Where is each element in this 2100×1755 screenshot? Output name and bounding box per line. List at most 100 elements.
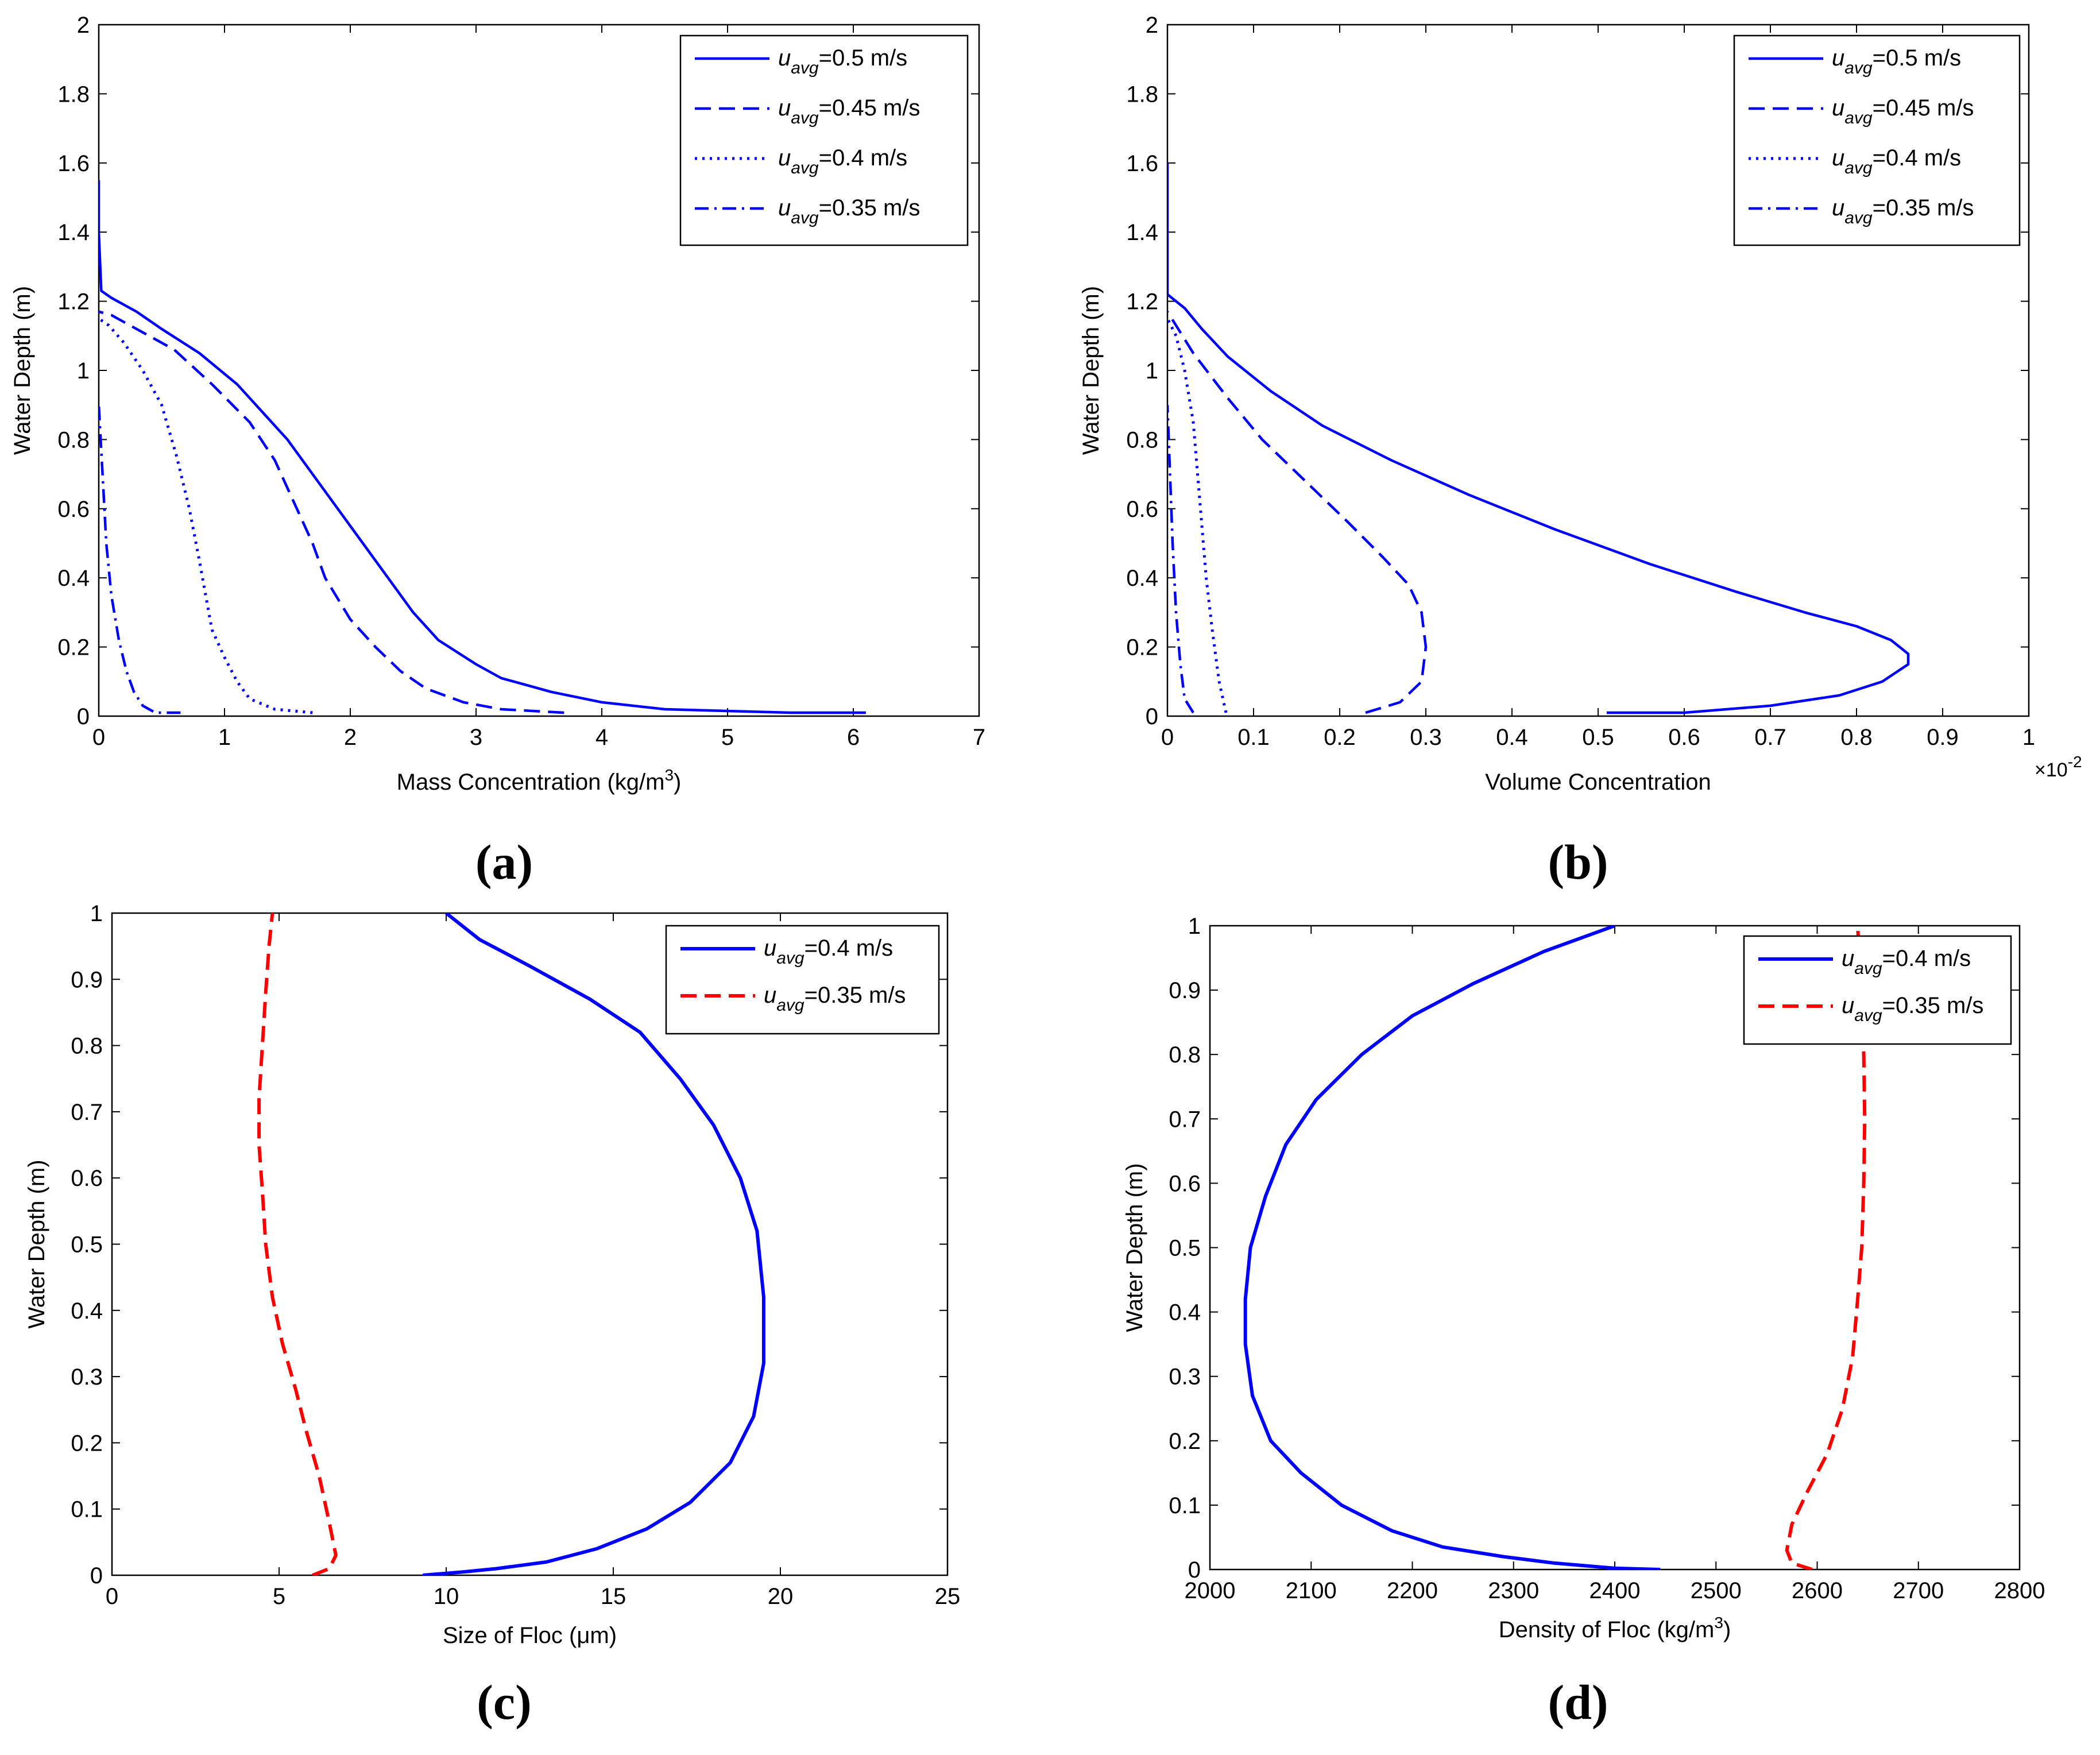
x-tick-label: 1 <box>218 725 231 750</box>
legend-entry-0: uavg=0.4 m/s <box>1842 946 1971 978</box>
legend-sub: avg <box>791 208 819 227</box>
x-axis-label-mu: μ <box>577 1623 590 1648</box>
legend-u: u <box>1832 95 1844 121</box>
y-tick-label: 0.1 <box>1169 1493 1201 1518</box>
y-axis-label: Water Depth (m) <box>10 286 35 455</box>
y-tick-label: 0.9 <box>1169 978 1201 1003</box>
y-tick-label: 0.7 <box>71 1100 103 1125</box>
chart-panel-c: 0 5 10 15 20 25 0 0.1 0.2 0.3 0.4 0.5 0.6 0.7 0.8 0.9 1 S… <box>24 901 960 1730</box>
legend-sub: avg <box>791 109 819 127</box>
y-tick-label: 0.2 <box>57 635 90 660</box>
legend-entry-3: uavg=0.35 m/s <box>1832 195 1974 227</box>
panel-label: (c) <box>477 1675 531 1730</box>
y-tick-label: 0.8 <box>57 427 90 453</box>
x-tick-label: 0.5 <box>1582 725 1614 750</box>
legend-tail: =0.4 m/s <box>1873 145 1962 171</box>
y-tick-label: 0.7 <box>1169 1107 1201 1132</box>
x-tick-label: 0.1 <box>1237 725 1270 750</box>
y-tick-label: 1 <box>90 901 103 926</box>
x-axis-label-tail: m) <box>590 1623 617 1648</box>
x-axis-label-text: Volume Concentration <box>1485 770 1711 795</box>
legend-entry-2: uavg=0.4 m/s <box>778 145 907 177</box>
y-tick-label: 0.2 <box>71 1431 103 1456</box>
legend-entry-1: uavg=0.45 m/s <box>778 95 920 127</box>
y-tick-label: 0.1 <box>71 1497 103 1522</box>
x-axis-label: Size of Floc (μm) <box>443 1623 617 1648</box>
y-tick-label: 0.6 <box>1126 497 1158 522</box>
x-tick-label: 0 <box>92 725 105 750</box>
x-tick-label: 10 <box>434 1584 459 1609</box>
legend-u: u <box>1842 993 1854 1018</box>
x-axis-exponent: ×10-2 <box>2035 753 2082 781</box>
legend-tail: =0.5 m/s <box>1873 45 1962 71</box>
y-axis-label: Water Depth (m) <box>1078 286 1104 455</box>
x-tick-label: 0 <box>1161 725 1174 750</box>
legend-u: u <box>778 95 791 121</box>
y-tick-label: 1.6 <box>1126 151 1158 176</box>
legend-u: u <box>778 195 791 221</box>
x-tick-label: 0.3 <box>1410 725 1442 750</box>
legend-entry-2: uavg=0.4 m/s <box>1832 145 1961 177</box>
legend-u: u <box>1842 946 1854 971</box>
x-axis-label-tail: ) <box>1723 1617 1731 1642</box>
y-tick-label: 0.6 <box>1169 1171 1201 1196</box>
legend-u: u <box>1832 195 1844 221</box>
x-tick-label: 0.7 <box>1754 725 1786 750</box>
y-tick-label: 0.6 <box>71 1166 103 1191</box>
x-tick-label: 0.4 <box>1496 725 1528 750</box>
legend-entry-1: uavg=0.35 m/s <box>764 983 906 1015</box>
legend-box <box>1733 34 2021 246</box>
x-tick-label: 25 <box>935 1584 961 1609</box>
y-tick-label: 0.5 <box>1169 1236 1201 1261</box>
series-line-2 <box>99 317 313 714</box>
legend-sub: avg <box>791 159 819 177</box>
y-tick-label: 0 <box>1188 1557 1201 1583</box>
series-line-2 <box>1167 318 1228 713</box>
legend: uavg=0.4 m/s uavg=0.35 m/s <box>665 925 940 1035</box>
legend-entry-3: uavg=0.35 m/s <box>778 195 920 227</box>
y-tick-label: 0.2 <box>1169 1429 1201 1454</box>
y-tick-label: 1.8 <box>57 82 90 107</box>
x-axis-label-text: Density of Floc (kg/m <box>1499 1617 1715 1642</box>
x-tick-label: 0.2 <box>1324 725 1356 750</box>
x-exponent-power: -2 <box>2068 753 2082 771</box>
x-tick-label: 2000 <box>1185 1578 1236 1603</box>
x-axis-label-text: Mass Concentration (kg/m <box>397 770 665 795</box>
y-tick-label: 1 <box>77 358 90 384</box>
legend-sub: avg <box>776 996 805 1015</box>
x-tick-label: 2500 <box>1691 1578 1742 1603</box>
x-tick-label: 2200 <box>1387 1578 1438 1603</box>
y-tick-label: 0.4 <box>57 566 90 591</box>
legend-entry-0: uavg=0.4 m/s <box>764 936 893 968</box>
series-line-3 <box>1167 405 1194 714</box>
y-tick-label: 1.6 <box>57 151 90 176</box>
y-tick-label: 0 <box>90 1563 103 1588</box>
y-tick-label: 1.2 <box>1126 289 1158 315</box>
x-tick-label: 0 <box>106 1584 118 1609</box>
x-tick-label: 4 <box>595 725 608 750</box>
legend-sub: avg <box>1844 59 1873 78</box>
x-axis-label: Density of Floc (kg/m3) <box>1499 1614 1731 1642</box>
x-tick-label: 20 <box>768 1584 794 1609</box>
x-tick-label: 0.8 <box>1840 725 1873 750</box>
series-line-1 <box>99 310 564 714</box>
y-tick-label: 0.9 <box>71 967 103 992</box>
legend-sub: avg <box>776 949 805 968</box>
legend-tail: =0.45 m/s <box>819 95 921 121</box>
x-axis-label-sup: 3 <box>664 766 674 784</box>
series-line-1 <box>257 913 338 1575</box>
y-tick-label: 1.2 <box>57 289 90 315</box>
panel-label: (d) <box>1548 1675 1608 1730</box>
x-tick-label: 6 <box>847 725 860 750</box>
y-tick-label: 1 <box>1188 914 1201 939</box>
y-tick-label: 2 <box>77 13 90 38</box>
y-tick-label: 2 <box>1146 13 1158 38</box>
x-tick-label: 2100 <box>1286 1578 1337 1603</box>
y-tick-label: 0.4 <box>1169 1300 1201 1325</box>
x-tick-label: 5 <box>721 725 734 750</box>
chart-panel-a: 0 1 2 3 4 5 6 7 0 0.2 0.4 0.6 0.8 1 1.2 1.4 1.6 1.8 2 Mass … <box>10 13 985 890</box>
legend-tail: =0.4 m/s <box>1882 946 1971 971</box>
